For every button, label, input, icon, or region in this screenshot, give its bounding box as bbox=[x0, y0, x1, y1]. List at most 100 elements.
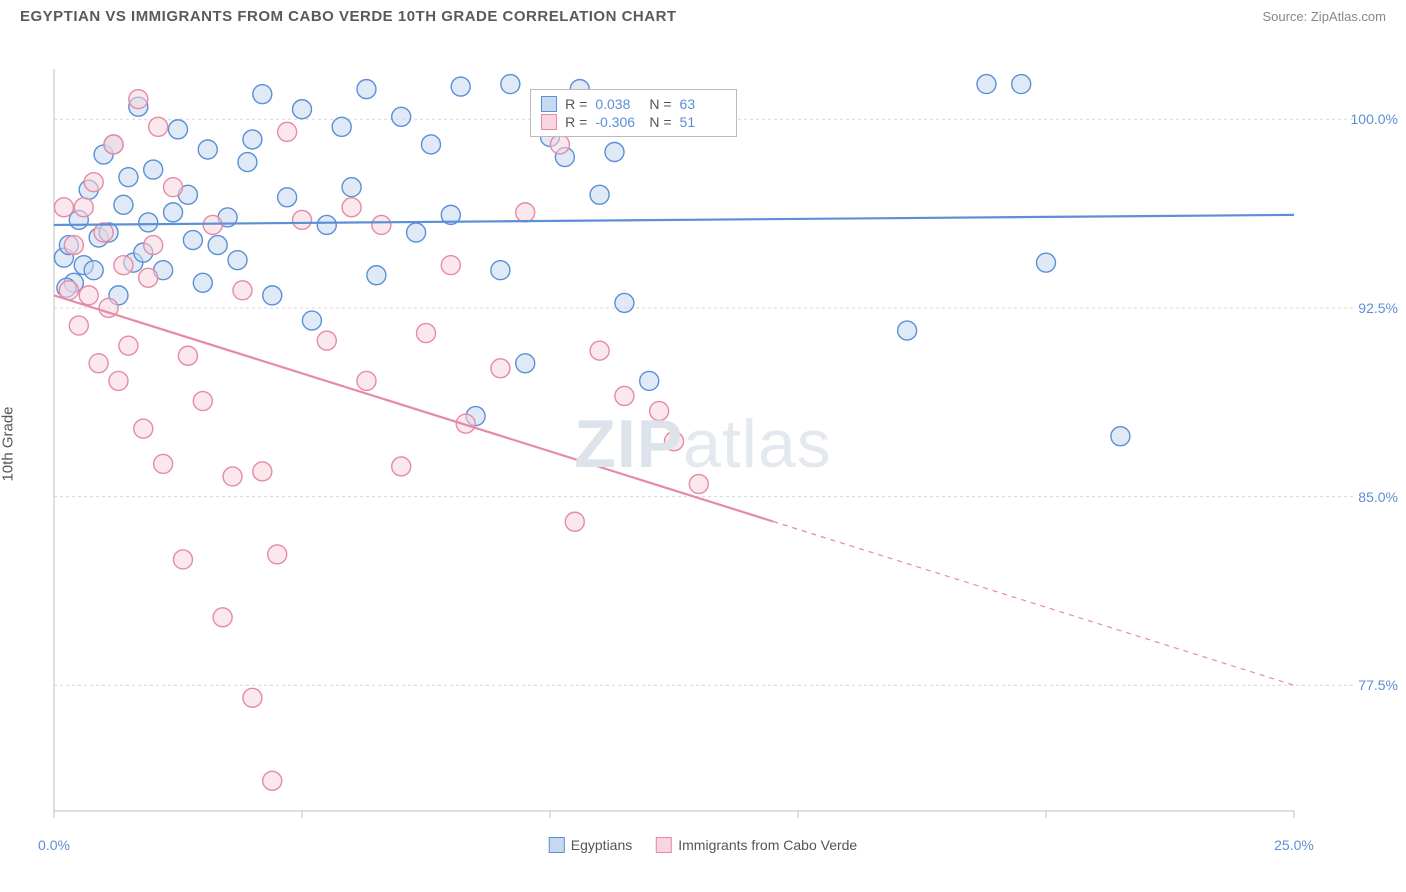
scatter-point bbox=[590, 341, 609, 360]
scatter-point bbox=[164, 178, 183, 197]
scatter-point bbox=[317, 215, 336, 234]
scatter-point bbox=[1012, 75, 1031, 94]
scatter-point bbox=[501, 75, 520, 94]
scatter-point bbox=[139, 268, 158, 287]
x-tick-label: 0.0% bbox=[38, 837, 70, 853]
scatter-point bbox=[139, 213, 158, 232]
scatter-point bbox=[357, 80, 376, 99]
y-tick-label: 100.0% bbox=[1351, 111, 1398, 127]
scatter-point bbox=[129, 90, 148, 109]
trend-line bbox=[54, 215, 1294, 225]
scatter-point bbox=[441, 256, 460, 275]
scatter-point bbox=[208, 236, 227, 255]
scatter-point bbox=[293, 100, 312, 119]
legend-label: Egyptians bbox=[571, 837, 632, 853]
scatter-point bbox=[228, 251, 247, 270]
scatter-point bbox=[898, 321, 917, 340]
scatter-point bbox=[134, 419, 153, 438]
scatter-point bbox=[342, 198, 361, 217]
legend-swatch bbox=[656, 837, 672, 853]
scatter-point bbox=[183, 231, 202, 250]
scatter-point bbox=[84, 261, 103, 280]
scatter-point bbox=[193, 273, 212, 292]
scatter-point bbox=[392, 457, 411, 476]
scatter-point bbox=[114, 195, 133, 214]
scatter-point bbox=[590, 185, 609, 204]
legend-item: Egyptians bbox=[549, 837, 632, 853]
scatter-point bbox=[1037, 253, 1056, 272]
scatter-point bbox=[1111, 427, 1130, 446]
stats-legend: R =0.038N =63R =-0.306N =51 bbox=[530, 89, 736, 137]
scatter-point bbox=[94, 223, 113, 242]
scatter-point bbox=[144, 160, 163, 179]
r-value: -0.306 bbox=[595, 114, 641, 130]
scatter-point bbox=[332, 117, 351, 136]
legend-label: Immigrants from Cabo Verde bbox=[678, 837, 857, 853]
scatter-point bbox=[164, 203, 183, 222]
scatter-point bbox=[421, 135, 440, 154]
scatter-point bbox=[367, 266, 386, 285]
scatter-point bbox=[89, 354, 108, 373]
scatter-point bbox=[977, 75, 996, 94]
scatter-point bbox=[144, 236, 163, 255]
x-tick-label: 25.0% bbox=[1274, 837, 1314, 853]
scatter-point bbox=[491, 261, 510, 280]
scatter-point bbox=[491, 359, 510, 378]
source-label: Source: ZipAtlas.com bbox=[1262, 9, 1386, 24]
chart-title: EGYPTIAN VS IMMIGRANTS FROM CABO VERDE 1… bbox=[20, 8, 677, 25]
r-value: 0.038 bbox=[595, 96, 641, 112]
scatter-point bbox=[615, 386, 634, 405]
scatter-point bbox=[243, 688, 262, 707]
scatter-chart bbox=[0, 29, 1406, 859]
scatter-point bbox=[253, 462, 272, 481]
scatter-point bbox=[178, 346, 197, 365]
scatter-point bbox=[173, 550, 192, 569]
plot-area: 10th Grade ZIPatlas R =0.038N =63R =-0.3… bbox=[0, 29, 1406, 859]
legend-swatch bbox=[549, 837, 565, 853]
r-label: R = bbox=[565, 114, 587, 130]
scatter-point bbox=[417, 324, 436, 343]
scatter-point bbox=[149, 117, 168, 136]
scatter-point bbox=[54, 198, 73, 217]
source-prefix: Source: bbox=[1262, 9, 1310, 24]
scatter-point bbox=[665, 432, 684, 451]
scatter-point bbox=[451, 77, 470, 96]
scatter-point bbox=[278, 122, 297, 141]
scatter-point bbox=[198, 140, 217, 159]
scatter-point bbox=[516, 203, 535, 222]
scatter-point bbox=[605, 143, 624, 162]
scatter-point bbox=[263, 286, 282, 305]
y-tick-label: 92.5% bbox=[1358, 300, 1398, 316]
n-value: 51 bbox=[680, 114, 726, 130]
scatter-point bbox=[119, 168, 138, 187]
scatter-point bbox=[114, 256, 133, 275]
scatter-point bbox=[293, 210, 312, 229]
stats-row: R =-0.306N =51 bbox=[541, 114, 725, 130]
scatter-point bbox=[372, 215, 391, 234]
y-tick-label: 77.5% bbox=[1358, 677, 1398, 693]
scatter-point bbox=[302, 311, 321, 330]
scatter-point bbox=[64, 236, 83, 255]
scatter-point bbox=[268, 545, 287, 564]
legend-swatch bbox=[541, 114, 557, 130]
legend-item: Immigrants from Cabo Verde bbox=[656, 837, 857, 853]
source-name: ZipAtlas.com bbox=[1311, 9, 1386, 24]
scatter-point bbox=[109, 371, 128, 390]
scatter-point bbox=[154, 454, 173, 473]
scatter-point bbox=[550, 135, 569, 154]
scatter-point bbox=[640, 371, 659, 390]
scatter-point bbox=[317, 331, 336, 350]
scatter-point bbox=[263, 771, 282, 790]
scatter-point bbox=[119, 336, 138, 355]
scatter-point bbox=[223, 467, 242, 486]
scatter-point bbox=[213, 608, 232, 627]
scatter-point bbox=[69, 316, 88, 335]
scatter-point bbox=[392, 107, 411, 126]
bottom-legend: Egyptians Immigrants from Cabo Verde bbox=[549, 837, 857, 853]
scatter-point bbox=[278, 188, 297, 207]
scatter-point bbox=[615, 293, 634, 312]
scatter-point bbox=[650, 402, 669, 421]
stats-row: R =0.038N =63 bbox=[541, 96, 725, 112]
scatter-point bbox=[169, 120, 188, 139]
scatter-point bbox=[342, 178, 361, 197]
